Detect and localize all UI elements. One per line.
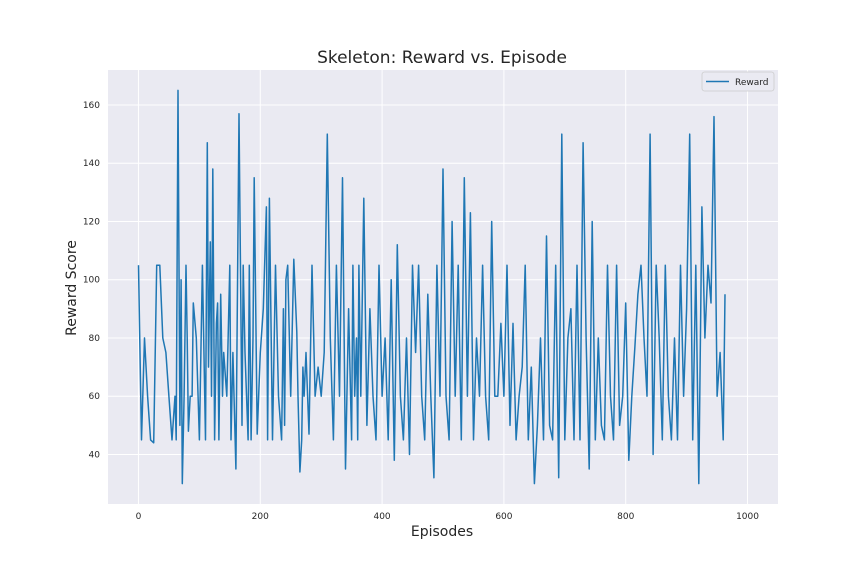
x-tick-label: 400 (373, 512, 390, 522)
y-tick-label: 160 (83, 101, 100, 111)
legend-box (701, 71, 775, 92)
x-tick-label: 600 (495, 512, 512, 522)
y-axis-label: Reward Score (64, 240, 80, 336)
x-tick-label: 0 (136, 512, 142, 522)
y-tick-label: 60 (89, 392, 101, 402)
legend-label: Reward (735, 78, 769, 88)
tick-labels: 0 200 400 600 800 1000 40 60 80 100 120 140 160 (83, 101, 759, 522)
reward-series-line (137, 89, 726, 485)
y-tick-label: 40 (89, 450, 101, 460)
chart-title: Skeleton: Reward vs. Episode (317, 48, 567, 68)
y-tick-label: 80 (89, 334, 101, 344)
x-axis-label: Episodes (411, 524, 473, 540)
y-tick-label: 100 (83, 276, 100, 286)
x-tick-label: 800 (617, 512, 634, 522)
legend: Reward (701, 71, 775, 92)
x-tick-label: 1000 (736, 512, 759, 522)
y-tick-label: 140 (83, 159, 100, 169)
x-tick-label: 200 (252, 512, 269, 522)
y-tick-label: 120 (83, 217, 100, 227)
